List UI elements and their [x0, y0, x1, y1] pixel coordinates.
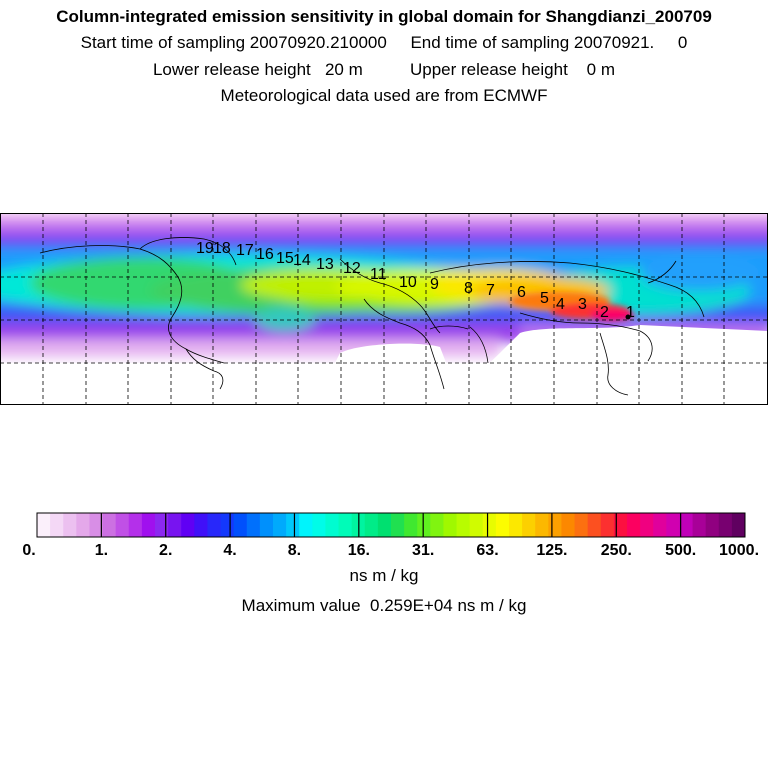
colorbar-cell [299, 513, 313, 537]
colorbar-cell [391, 513, 405, 537]
colorbar-cell [600, 513, 615, 537]
colorbar-cell [220, 513, 235, 537]
colorbar-cell [482, 513, 497, 537]
trajectory-label-8: 8 [464, 280, 473, 297]
maximum-value-text: Maximum value 0.259E+04 ns m / kg [241, 596, 527, 615]
trajectory-label-9: 9 [430, 276, 439, 293]
colorbar-cell [273, 513, 287, 537]
colorbar-tick-label: 1000. [719, 542, 759, 559]
trajectory-label-4: 4 [556, 296, 565, 313]
colorbar-cell [522, 513, 536, 537]
colorbar-tick-label: 0. [22, 542, 35, 559]
colorbar-cell [561, 513, 576, 537]
colorbar-cell [168, 513, 182, 537]
colorbar-cell [718, 513, 733, 537]
colorbar-cells [36, 512, 746, 538]
trajectory-label-17: 17 [236, 242, 254, 259]
colorbar-tick-label: 4. [223, 542, 236, 559]
colorbar-cell [233, 513, 248, 537]
trajectory-label-15: 15 [276, 250, 294, 267]
colorbar: 0. 1. 2. 4. 8. 16. 31. 63. 125. 250. 500. 1000. [22, 512, 759, 559]
colorbar-cell [548, 513, 562, 537]
colorbar-cell [705, 513, 720, 537]
colorbar-cell [259, 513, 274, 537]
trajectory-label-1: 1 [626, 304, 635, 321]
trajectory-label-3: 3 [578, 296, 587, 313]
colorbar-cell [666, 513, 680, 537]
colorbar-cell [181, 513, 195, 537]
colorbar-cell [338, 513, 353, 537]
colorbar-cell [325, 513, 340, 537]
trajectory-label-6: 6 [517, 284, 526, 301]
colorbar-cell [37, 513, 51, 537]
colorbar-cell [495, 513, 510, 537]
colorbar-ticks: 0. 1. 2. 4. 8. 16. 31. 63. 125. 250. 500. 1000. [22, 513, 759, 559]
release-site-marker [625, 314, 631, 320]
colorbar-cell [653, 513, 667, 537]
trajectory-label-11: 11 [370, 266, 387, 283]
colorbar-cell [377, 513, 392, 537]
colorbar-cell [246, 513, 261, 537]
colorbar-cell [364, 513, 379, 537]
colorbar-cell [640, 513, 654, 537]
colorbar-tick-label: 125. [536, 542, 567, 559]
colorbar-cell [679, 513, 694, 537]
trajectory-label-10: 10 [399, 274, 417, 291]
colorbar-tick-label: 31. [412, 542, 434, 559]
colorbar-units: ns m / kg [349, 566, 419, 585]
colorbar-cell [128, 513, 143, 537]
colorbar-cell [417, 513, 431, 537]
colorbar-cell [102, 513, 117, 537]
sensitivity-field [1, 214, 767, 404]
colorbar-cell [63, 513, 77, 537]
colorbar-tick-label: 16. [348, 542, 370, 559]
colorbar-tick-label: 8. [288, 542, 301, 559]
colorbar-cell [76, 513, 90, 537]
colorbar-tick-label: 2. [159, 542, 172, 559]
trajectory-label-5: 5 [540, 290, 549, 307]
trajectory-label-7: 7 [486, 282, 495, 299]
colorbar-cell [456, 513, 471, 537]
colorbar-cell [50, 513, 64, 537]
colorbar-frame [36, 512, 746, 538]
colorbar-cell [692, 513, 707, 537]
colorbar-cell [207, 513, 222, 537]
colorbar-cell [613, 513, 628, 537]
trajectory-label-14: 14 [293, 252, 311, 269]
trajectory-label-18: 18 [213, 240, 231, 257]
colorbar-cell [312, 513, 326, 537]
release-height-line: Lower release height 20 m Upper release … [152, 60, 616, 79]
colorbar-cell [509, 513, 523, 537]
colorbar-cell [574, 513, 589, 537]
trajectory-label-2: 2 [600, 304, 609, 321]
colorbar-cell [731, 513, 746, 537]
trajectory-label-19: 19 [196, 240, 214, 257]
colorbar-tick-label: 63. [476, 542, 498, 559]
colorbar-tick-label: 1. [95, 542, 108, 559]
colorbar-cell [627, 513, 641, 537]
trajectory-label-16: 16 [256, 246, 274, 263]
colorbar-cell [155, 513, 169, 537]
colorbar-cell [469, 513, 484, 537]
colorbar-cell [194, 513, 208, 537]
colorbar-cell [115, 513, 130, 537]
plot-title: Column-integrated emission sensitivity i… [56, 7, 712, 26]
colorbar-cell [286, 513, 300, 537]
colorbar-cell [141, 513, 156, 537]
colorbar-cell [430, 513, 444, 537]
met-data-line: Meteorological data used are from ECMWF [220, 86, 548, 105]
colorbar-cell [404, 513, 418, 537]
colorbar-tick-label: 250. [601, 542, 632, 559]
sampling-time-line: Start time of sampling 20070920.210000 E… [80, 33, 688, 52]
colorbar-cell [89, 513, 104, 537]
graticule [1, 214, 767, 404]
colorbar-cell [587, 513, 602, 537]
trajectory-label-12: 12 [343, 260, 361, 277]
colorbar-cell [443, 513, 458, 537]
colorbar-tick-label: 500. [665, 542, 696, 559]
trajectory-label-13: 13 [316, 256, 334, 273]
colorbar-cell [535, 513, 549, 537]
